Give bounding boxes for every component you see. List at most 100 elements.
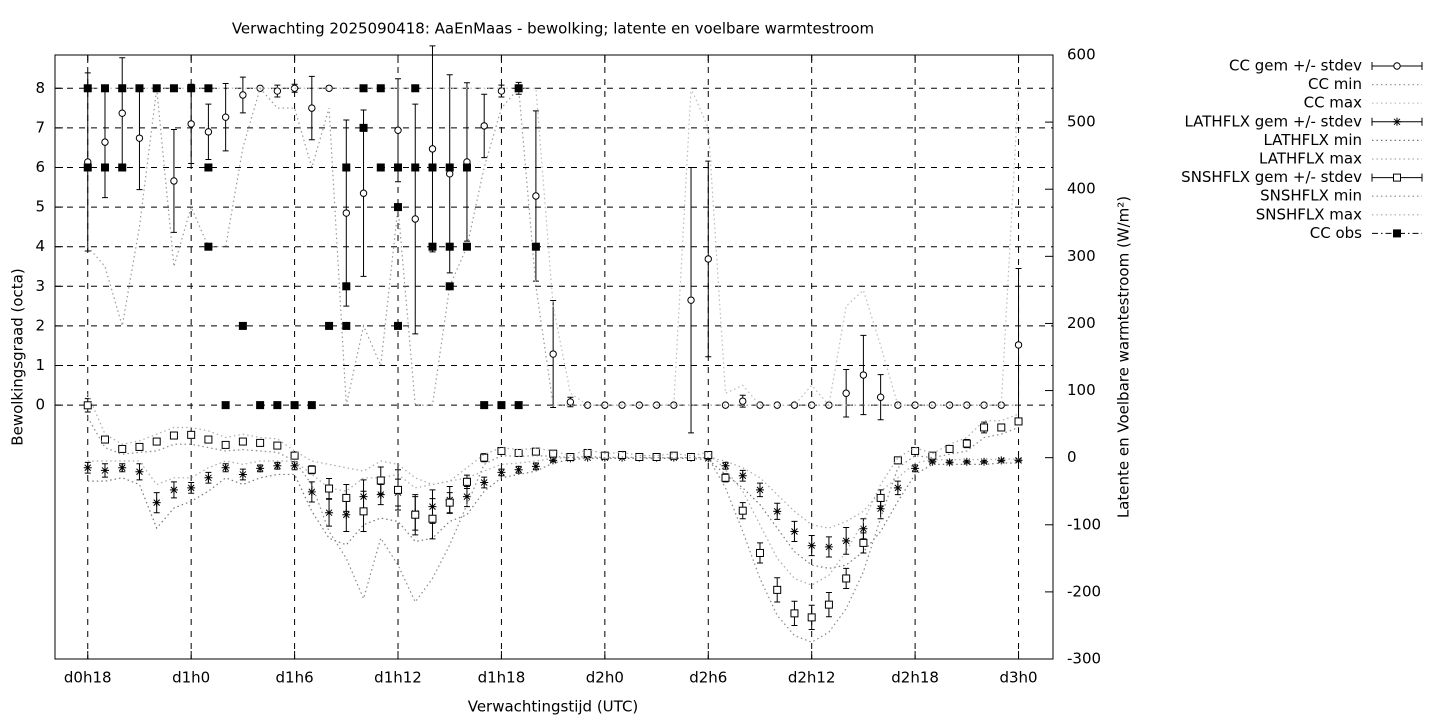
point xyxy=(256,401,265,410)
point xyxy=(204,435,213,444)
point xyxy=(239,91,247,99)
point xyxy=(411,84,420,93)
point xyxy=(531,447,540,456)
x-tick-label: d2h12 xyxy=(788,669,836,687)
point xyxy=(428,242,437,251)
y2-axis-label: Latente en Voelbare warmtestroom (W/m²) xyxy=(1115,196,1133,518)
point xyxy=(721,461,730,470)
point xyxy=(462,163,471,172)
point xyxy=(101,138,109,146)
point xyxy=(428,145,437,153)
y-axis-label: Bewolkingsgraad (octa) xyxy=(9,268,27,445)
point xyxy=(238,437,247,446)
point xyxy=(739,397,747,405)
point xyxy=(755,548,764,557)
point xyxy=(204,163,213,172)
point xyxy=(962,457,971,466)
point xyxy=(152,437,161,446)
range-line xyxy=(87,393,1019,586)
point xyxy=(773,507,782,516)
point xyxy=(514,448,523,457)
point xyxy=(945,444,954,453)
point xyxy=(152,498,161,507)
point xyxy=(669,451,678,460)
point xyxy=(83,463,92,472)
y2-tick-label: 400 xyxy=(1067,180,1096,198)
point xyxy=(807,613,816,622)
y2-tick-label: -100 xyxy=(1067,515,1101,533)
legend-label: CC max xyxy=(1304,94,1363,112)
point xyxy=(204,473,213,482)
point xyxy=(307,401,316,410)
point xyxy=(1014,417,1023,426)
point xyxy=(893,456,902,465)
y2-tick-label: -300 xyxy=(1067,650,1101,668)
point xyxy=(532,192,540,200)
point xyxy=(652,452,661,461)
point xyxy=(876,393,885,401)
point xyxy=(738,506,747,515)
point xyxy=(118,463,127,472)
point xyxy=(135,442,144,451)
point xyxy=(273,441,282,450)
point xyxy=(187,120,195,128)
point xyxy=(462,477,471,486)
point xyxy=(187,483,196,492)
point xyxy=(842,574,851,583)
point xyxy=(514,84,523,93)
x-tick-label: d1h0 xyxy=(172,669,210,687)
point xyxy=(1014,456,1023,465)
chart-title: Verwachting 2025090418: AaEnMaas - bewol… xyxy=(232,20,874,38)
point xyxy=(290,461,299,470)
point xyxy=(997,456,1006,465)
y-tick-label: 3 xyxy=(35,277,45,295)
legend-label: SNSHFLX gem +/- stdev xyxy=(1181,168,1362,186)
point xyxy=(600,451,609,460)
point xyxy=(962,439,971,448)
point xyxy=(514,465,523,474)
point xyxy=(807,541,816,550)
point xyxy=(687,452,696,461)
point xyxy=(307,465,316,474)
point xyxy=(497,401,506,410)
point xyxy=(980,423,989,432)
point xyxy=(911,446,920,455)
point xyxy=(100,163,109,172)
legend-label: LATHFLX max xyxy=(1259,150,1362,168)
point xyxy=(273,401,282,410)
point xyxy=(428,163,437,172)
point xyxy=(480,122,488,130)
point xyxy=(945,458,954,467)
point xyxy=(204,84,213,93)
y2-tick-label: 500 xyxy=(1067,113,1096,131)
x-tick-label: d1h18 xyxy=(478,669,526,687)
y2-tick-label: -200 xyxy=(1067,582,1101,600)
point xyxy=(411,215,419,223)
point xyxy=(221,401,230,410)
point xyxy=(169,84,178,93)
point xyxy=(549,449,558,458)
y-tick-label: 4 xyxy=(35,237,45,255)
point xyxy=(893,483,902,492)
point xyxy=(790,609,799,618)
point xyxy=(290,451,299,460)
point xyxy=(876,504,885,513)
point xyxy=(342,209,350,217)
point xyxy=(221,113,230,121)
point xyxy=(376,163,385,172)
point xyxy=(514,401,523,410)
point xyxy=(859,371,868,379)
point xyxy=(738,471,747,480)
point xyxy=(446,170,454,178)
point xyxy=(911,464,920,473)
x-tick-label: d2h18 xyxy=(891,669,939,687)
point xyxy=(497,446,506,455)
point xyxy=(480,478,489,487)
point xyxy=(394,163,403,172)
point xyxy=(635,452,644,461)
legend-label: SNSHFLX max xyxy=(1256,205,1362,223)
point xyxy=(704,450,713,459)
x-tick-label: d0h18 xyxy=(64,669,112,687)
point xyxy=(842,389,850,397)
point xyxy=(169,431,178,440)
